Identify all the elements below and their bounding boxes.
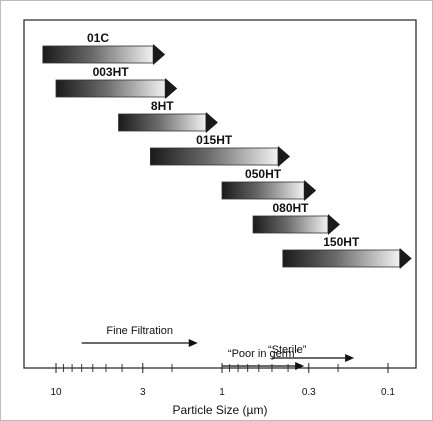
- range-label: “Sterile”: [268, 344, 307, 356]
- bar-080ht: 080HT: [252, 201, 340, 235]
- bars-layer: 01C 003HT 8HT 015HT 050HT 080HT 150HT: [42, 31, 412, 269]
- bar-label: 01C: [87, 31, 109, 45]
- bar-003ht: 003HT: [55, 65, 178, 99]
- tick-label: 0.3: [302, 387, 316, 398]
- bar-body: [149, 147, 279, 166]
- bar-body: [221, 181, 305, 200]
- bar-label: 150HT: [323, 235, 360, 249]
- bar-arrowhead: [399, 248, 412, 269]
- range-arrow-head: [345, 354, 355, 362]
- tick-label: 0.1: [381, 387, 395, 398]
- range-arrow-0: Fine Filtration: [81, 325, 198, 347]
- bar-label: 015HT: [196, 133, 233, 147]
- bar-arrowhead: [165, 78, 178, 99]
- bar-015ht: 015HT: [149, 133, 290, 167]
- bar-label: 003HT: [93, 65, 130, 79]
- bar-arrowhead: [153, 44, 166, 65]
- bar-arrowhead: [205, 112, 218, 133]
- bar-body: [55, 79, 166, 98]
- bar-arrowhead: [304, 180, 317, 201]
- bar-body: [252, 215, 329, 234]
- bar-body: [42, 45, 154, 64]
- ranges-layer: Fine Filtration “Poor in germ”“Sterile”: [81, 325, 355, 370]
- tick-label: 1: [219, 387, 225, 398]
- bar-arrowhead: [277, 146, 290, 167]
- range-arrow-head: [188, 339, 198, 347]
- bar-8ht: 8HT: [118, 99, 218, 133]
- bar-body: [282, 249, 401, 268]
- plot-frame: [23, 19, 417, 369]
- tick-label: 3: [140, 387, 146, 398]
- bar-050ht: 050HT: [221, 167, 317, 201]
- bar-arrowhead: [327, 214, 340, 235]
- range-arrow-1: “Poor in germ”: [222, 348, 305, 370]
- range-arrow-head: [295, 362, 305, 370]
- range-label: Fine Filtration: [106, 325, 173, 337]
- bar-body: [118, 113, 207, 132]
- range-arrow-2: “Sterile”: [268, 344, 355, 362]
- bar-150ht: 150HT: [282, 235, 412, 269]
- bar-label: 050HT: [245, 167, 282, 181]
- range-label: “Poor in germ”: [228, 348, 299, 360]
- bar-01c: 01C: [42, 31, 166, 65]
- bar-label: 8HT: [151, 99, 174, 113]
- x-axis: 10 3 1 0.3 0.1: [50, 363, 395, 398]
- x-axis-label: Particle Size (µm): [173, 403, 268, 417]
- tick-label: 10: [50, 387, 62, 398]
- bar-label: 080HT: [272, 201, 309, 215]
